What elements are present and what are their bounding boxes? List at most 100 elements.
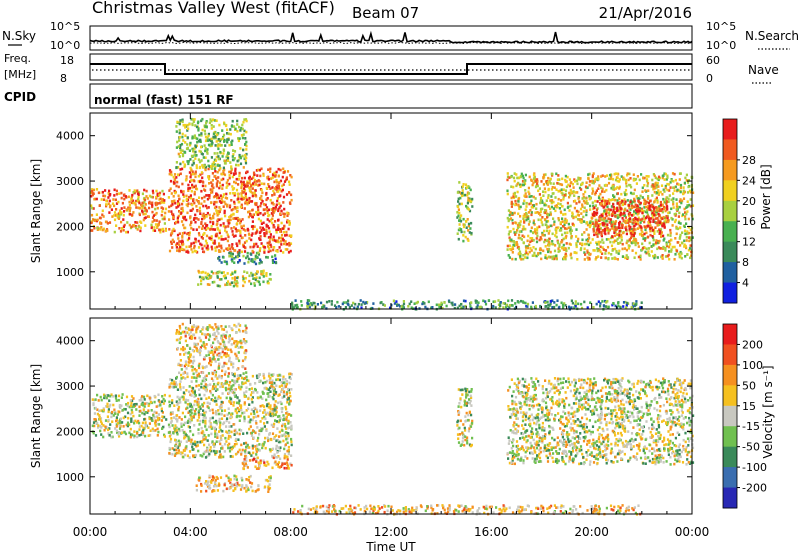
range-cell	[271, 214, 274, 217]
range-cell	[162, 425, 165, 429]
range-cell	[644, 189, 647, 192]
range-cell	[116, 419, 120, 423]
range-cell	[663, 220, 666, 223]
velocity-cells	[91, 322, 695, 516]
range-cell	[258, 168, 261, 172]
range-cell	[558, 189, 561, 193]
range-cell	[440, 301, 443, 305]
range-cell	[466, 218, 469, 221]
range-cell	[240, 408, 243, 412]
range-cell	[273, 435, 276, 439]
range-cell	[663, 216, 666, 220]
range-cell	[527, 211, 530, 214]
range-cell	[517, 203, 520, 207]
range-cell	[160, 206, 163, 209]
range-cell	[216, 152, 219, 155]
range-cell	[629, 217, 632, 220]
range-cell	[657, 212, 660, 216]
range-cell	[117, 212, 120, 215]
range-cell	[191, 136, 194, 140]
range-cell	[178, 210, 181, 213]
range-cell	[138, 213, 141, 217]
range-cell	[224, 225, 227, 228]
range-cell	[656, 181, 659, 185]
range-cell	[202, 215, 205, 218]
range-cell	[641, 217, 644, 221]
range-cell	[115, 399, 118, 402]
range-cell	[259, 212, 262, 215]
range-cell	[593, 249, 596, 252]
range-cell	[126, 411, 130, 415]
range-cell	[262, 213, 265, 217]
range-cell	[105, 394, 109, 397]
range-cell	[204, 135, 208, 139]
range-cell	[198, 206, 201, 210]
range-cell	[557, 247, 560, 250]
range-cell	[216, 234, 219, 238]
range-cell	[155, 411, 158, 415]
range-cell	[542, 173, 546, 177]
range-cell	[189, 175, 192, 179]
range-cell	[648, 206, 651, 209]
range-cell	[242, 228, 245, 231]
range-cell	[247, 257, 251, 261]
range-cell	[620, 236, 623, 239]
range-cell	[650, 250, 653, 253]
range-cell	[207, 143, 211, 147]
range-cell	[195, 164, 198, 167]
range-cell	[613, 195, 616, 199]
range-cell	[557, 306, 560, 310]
range-cell	[589, 241, 592, 245]
range-cell	[217, 212, 220, 216]
range-cell	[190, 248, 193, 251]
range-cell	[270, 212, 273, 215]
range-cell	[526, 239, 529, 243]
range-cell	[225, 192, 228, 196]
range-cell	[350, 304, 353, 307]
range-cell	[554, 196, 557, 199]
range-cell	[239, 414, 242, 418]
range-cell	[561, 239, 564, 242]
range-cell	[181, 202, 184, 206]
range-cell	[570, 299, 573, 303]
range-cell	[516, 182, 519, 186]
range-cell	[240, 250, 243, 254]
range-cell	[213, 200, 216, 204]
range-cell	[225, 419, 228, 423]
range-cell	[530, 206, 533, 209]
range-cell	[140, 396, 143, 400]
range-cell	[100, 409, 103, 412]
range-cell	[236, 276, 239, 280]
range-cell	[186, 198, 190, 202]
range-cell	[206, 224, 209, 227]
range-cell	[565, 221, 568, 224]
range-cell	[267, 245, 270, 248]
range-cell	[646, 210, 649, 214]
range-cell	[234, 249, 237, 252]
range-cell	[282, 227, 285, 230]
range-cell	[552, 242, 555, 246]
range-cell	[143, 418, 146, 421]
range-cell	[591, 238, 594, 241]
range-cell	[151, 195, 154, 199]
range-cell	[461, 306, 464, 310]
range-cell	[469, 199, 472, 203]
range-cell	[256, 180, 259, 183]
range-cell	[224, 237, 227, 241]
range-cell	[280, 243, 283, 246]
range-cell	[530, 211, 533, 214]
range-cell	[219, 208, 222, 211]
range-cell	[514, 203, 517, 207]
range-cell	[129, 412, 132, 416]
range-cell	[222, 271, 225, 274]
range-cell	[571, 211, 574, 215]
range-cell	[143, 200, 146, 204]
range-cell	[143, 412, 146, 416]
range-cell	[173, 173, 177, 176]
range-cell	[263, 203, 266, 206]
range-cell	[631, 233, 634, 236]
range-cell	[120, 404, 123, 407]
range-cell	[470, 301, 473, 304]
range-cell	[630, 306, 633, 309]
range-cell	[191, 448, 194, 451]
